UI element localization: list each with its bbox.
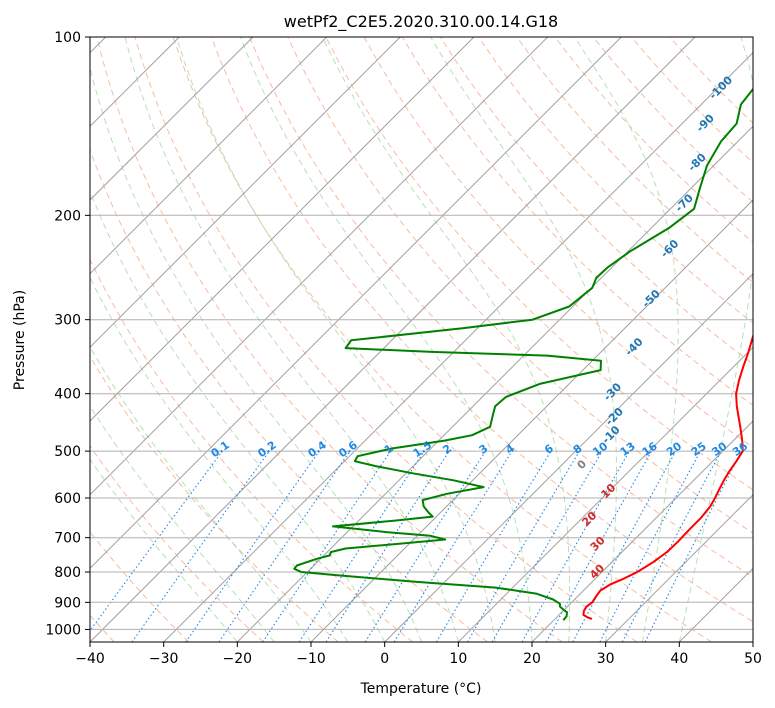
y-tick-label: 600 xyxy=(54,491,81,507)
dewpoint-line xyxy=(293,87,753,621)
x-tick-label: 10 xyxy=(449,651,467,667)
profile-series xyxy=(293,87,753,621)
dry-adiabat-line-8 xyxy=(90,445,264,642)
moist-adiabat-line-4 xyxy=(90,189,386,642)
moist-adiabat-line-5 xyxy=(90,65,422,642)
isotherm-line xyxy=(90,37,401,349)
moist-adiabat-line-9 xyxy=(322,37,571,642)
y-tick-label: 900 xyxy=(54,595,81,611)
dry-adiabat-line-15 xyxy=(210,37,753,623)
isotherm-line xyxy=(384,272,753,642)
y-tick-label: 400 xyxy=(54,387,81,403)
moist-adiabat-line-10 xyxy=(430,37,617,642)
x-tick-label: 30 xyxy=(597,651,615,667)
dry-adiabat-line-23 xyxy=(516,37,753,284)
mixing-ratio-line-0 xyxy=(90,450,223,632)
mixing-ratio-line-1 xyxy=(131,450,270,642)
isotherm-line xyxy=(457,346,753,642)
x-tick-label: −10 xyxy=(296,651,326,667)
dry-adiabats xyxy=(90,37,753,642)
moist-adiabat-line-1 xyxy=(90,405,275,642)
dry-adiabat-line-18 xyxy=(325,37,753,491)
x-tick-label: −30 xyxy=(149,651,179,667)
x-tick-label: 40 xyxy=(670,651,688,667)
mixing-ratio-line-8 xyxy=(393,450,513,642)
plot-frame xyxy=(89,36,754,643)
temperature-line xyxy=(582,333,753,620)
y-tick-label: 500 xyxy=(54,444,81,460)
moist-adiabat-line-6 xyxy=(124,37,459,642)
y-tick-label: 300 xyxy=(54,313,81,329)
axis-ticks: −40 −30 −20 −10 0 10 20 30 40 50 100 200 300 400 500 60… xyxy=(45,30,762,667)
x-tick-label: 20 xyxy=(523,651,541,667)
y-tick-label: 200 xyxy=(54,208,81,224)
isotherm-line xyxy=(90,37,549,496)
mixing-ratio-line-3 xyxy=(218,450,351,642)
dry-adiabat-line-14 xyxy=(172,37,712,642)
x-tick-label: −20 xyxy=(223,651,253,667)
mixing-ratio-line-5 xyxy=(298,450,425,642)
moist-adiabat-line-7 xyxy=(175,37,496,642)
mixing-ratio-line-12 xyxy=(521,450,630,642)
isotherm-line xyxy=(90,37,696,642)
isotherm-line xyxy=(90,37,254,201)
pressure-gridlines xyxy=(90,37,753,630)
isotherm-line xyxy=(90,37,475,422)
dry-adiabat-line-12 xyxy=(96,37,563,642)
plot-area: -100-90-80-70-60-50-40-30-20-10010203040… xyxy=(90,37,753,642)
y-axis-label: Pressure (hPa) xyxy=(12,290,28,390)
isotherm-line xyxy=(605,493,753,642)
isotherm-line xyxy=(531,420,753,642)
mixing-ratio-line-4 xyxy=(262,450,392,642)
moist-adiabat-line-8 xyxy=(239,37,533,642)
y-tick-label: 1000 xyxy=(45,622,81,638)
x-tick-label: 50 xyxy=(744,651,762,667)
isotherm-line xyxy=(163,51,753,642)
x-tick-label: 0 xyxy=(380,651,389,667)
x-tick-label: −40 xyxy=(75,651,105,667)
moist-adiabat-line-11 xyxy=(574,37,679,642)
dry-adiabat-line-9 xyxy=(90,355,339,642)
dry-adiabat-line-17 xyxy=(287,37,753,534)
y-tick-label: 700 xyxy=(54,531,81,547)
moist-adiabat-line-3 xyxy=(90,276,349,642)
mixing-ratio-line-2 xyxy=(185,450,320,642)
mixing-ratio-lines xyxy=(90,450,743,642)
chart-title: wetPf2_C2E5.2020.310.00.14.G18 xyxy=(284,12,558,32)
mixing-ratio-line-17 xyxy=(644,450,743,642)
moist-adiabat-line-12 xyxy=(678,37,753,642)
mixing-ratio-line-14 xyxy=(572,450,677,642)
y-tick-label: 100 xyxy=(54,30,81,46)
dry-adiabat-line-13 xyxy=(134,37,638,642)
moist-adiabats xyxy=(90,37,753,642)
isotherm-line xyxy=(310,199,753,642)
isotherm-line xyxy=(90,37,622,570)
isotherm-line xyxy=(236,125,753,642)
mixing-ratio-line-13 xyxy=(545,450,653,642)
isotherm-line xyxy=(90,37,328,275)
dry-adiabat-line-16 xyxy=(249,37,753,578)
isotherms xyxy=(90,37,753,642)
dry-adiabat-line-10 xyxy=(90,258,414,642)
moist-adiabat-line-0 xyxy=(90,458,238,642)
x-axis-label: Temperature (°C) xyxy=(360,681,482,697)
y-tick-label: 800 xyxy=(54,565,81,581)
mixing-ratio-line-6 xyxy=(325,450,450,642)
